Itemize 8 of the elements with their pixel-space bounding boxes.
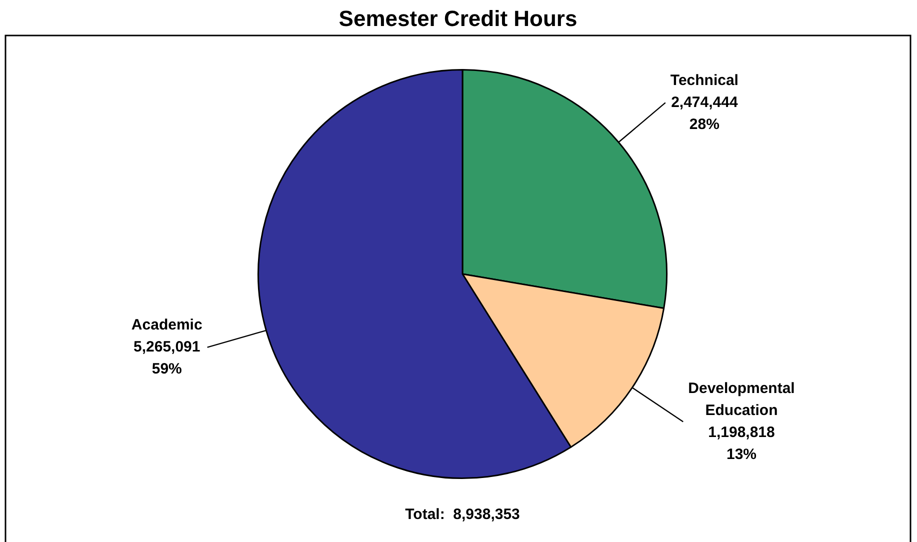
data-label: 5,265,091 59% xyxy=(133,338,200,378)
slice-label: Developmental Education xyxy=(688,380,795,419)
slice-label: Technical xyxy=(670,72,738,89)
data-label: 1,198,818 13% xyxy=(708,424,775,463)
text: Total: 8,938,353 xyxy=(405,506,520,524)
data-label: 2,474,444 28% xyxy=(671,94,738,133)
chart-title: Semester Credit Hours xyxy=(338,6,578,32)
slice-label: Academic xyxy=(131,316,202,334)
